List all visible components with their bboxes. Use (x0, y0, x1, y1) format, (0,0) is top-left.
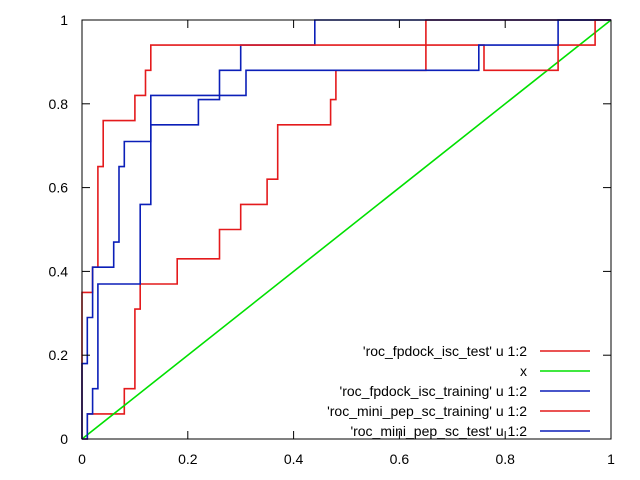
x-tick-label: 0.6 (390, 451, 410, 467)
plot-frame (81, 19, 612, 440)
series-line-4 (81, 19, 611, 439)
y-tick-label: 0 (60, 431, 68, 447)
y-tick-label: 0.6 (49, 180, 69, 196)
plot-lines (81, 19, 612, 440)
legend-label: 'roc_mini_pep_sc_training' u 1:2 (327, 403, 527, 419)
series-line-0 (82, 19, 611, 440)
axis-ticks: 0 0.2 0.4 0.6 0.8 1 0 0.2 0.4 0.6 0.8 1 (49, 12, 616, 467)
y-tick-label: 0.4 (49, 263, 69, 279)
x-tick-label: 1 (607, 451, 615, 467)
series-line-1 (81, 19, 612, 440)
legend: 'roc_fpdock_isc_test' u 1:2 x 'roc_fpdock_… (327, 343, 590, 439)
y-tick-label: 1 (60, 12, 68, 28)
legend-label: 'roc_fpdock_isc_test' u 1:2 (363, 343, 527, 359)
x-tick-label: 0 (78, 451, 86, 467)
legend-label: 'roc_mini_pep_sc_test' u 1:2 (350, 423, 527, 439)
x-tick-label: 0.8 (495, 451, 515, 467)
y-tick-label: 0.2 (49, 347, 69, 363)
x-tick-label: 0.4 (284, 451, 304, 467)
legend-label: x (520, 363, 527, 379)
x-tick-label: 0.2 (178, 451, 198, 467)
legend-label: 'roc_fpdock_isc_training' u 1:2 (340, 383, 528, 399)
y-tick-label: 0.8 (49, 96, 69, 112)
